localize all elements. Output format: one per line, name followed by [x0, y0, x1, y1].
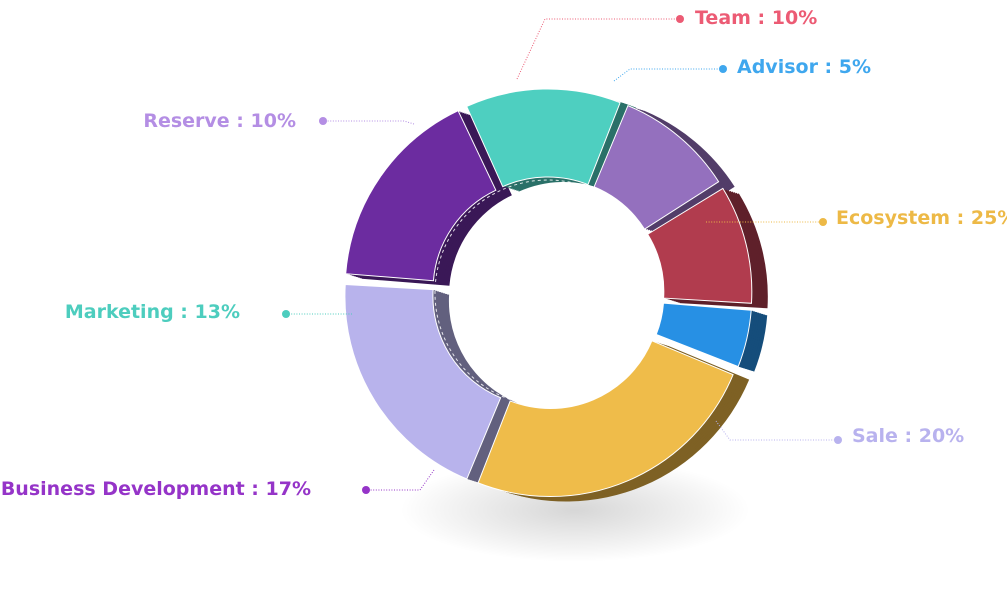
leader-dot-ecosystem [819, 218, 827, 226]
leader-dot-team [676, 15, 684, 23]
slice-ecosystem [477, 340, 734, 497]
leader-line-team [516, 18, 680, 80]
inner-dashed-ring [434, 179, 662, 407]
leader-line-advisor [613, 68, 723, 82]
leader-dot-advisor [719, 65, 727, 73]
label-business-development: Business Development : 17% [1, 478, 311, 500]
leader-dot-marketing [282, 310, 290, 318]
label-sale: Sale : 20% [852, 425, 964, 447]
slice-team [647, 187, 753, 304]
slice-sale [344, 283, 502, 480]
leader-dot-business-development [362, 486, 370, 494]
label-reserve: Reserve : 10% [143, 110, 296, 132]
slice-tops [344, 88, 753, 497]
label-team: Team : 10% [695, 7, 817, 29]
leader-line-reserve [323, 120, 415, 125]
leader-line-sale [715, 420, 838, 441]
leader-dot-reserve [319, 117, 327, 125]
callout-labels: Ecosystem : 25% Sale : 20% Business Develo… [1, 7, 1007, 500]
slice-business-development [345, 110, 497, 282]
slice-advisor [655, 302, 752, 368]
slice-reserve [593, 104, 720, 230]
label-marketing: Marketing : 13% [65, 301, 240, 323]
leader-dot-sale [834, 436, 842, 444]
label-ecosystem: Ecosystem : 25% [836, 207, 1007, 229]
slice-marketing [466, 88, 621, 188]
label-advisor: Advisor : 5% [737, 56, 871, 78]
leader-line-business-development [366, 469, 435, 491]
